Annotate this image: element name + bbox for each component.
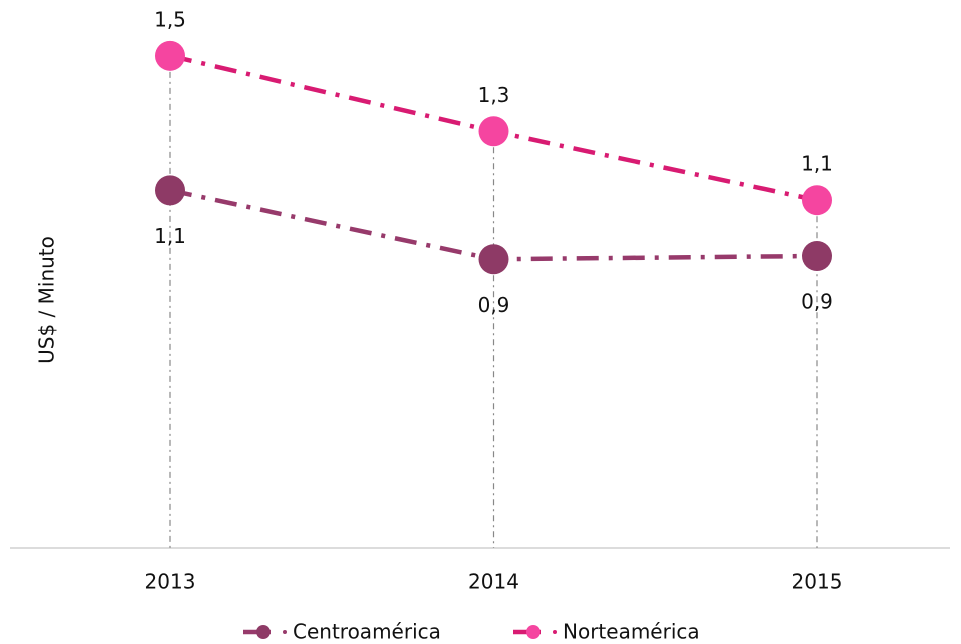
x-tick-label: 2013 — [145, 570, 196, 594]
legend-dot — [553, 630, 557, 634]
legend-marker — [526, 625, 540, 639]
data-label: 0,9 — [801, 289, 833, 313]
data-label: 0,9 — [478, 293, 510, 317]
x-tick-label: 2015 — [792, 570, 843, 594]
data-label: 1,1 — [801, 152, 833, 176]
y-axis-label: US$ / Minuto — [35, 236, 59, 364]
point — [478, 116, 509, 147]
legend-label: Norteamérica — [563, 620, 700, 644]
point — [155, 40, 185, 71]
data-label: 1,1 — [154, 224, 186, 248]
data-label: 1,5 — [154, 7, 186, 31]
x-tick-label: 2014 — [468, 570, 519, 594]
legend-dot — [283, 630, 287, 634]
point — [802, 240, 832, 271]
point — [802, 185, 832, 216]
legend-label: Centroamérica — [293, 620, 441, 644]
legend-marker — [256, 625, 270, 639]
point — [155, 175, 185, 206]
data-label: 1,3 — [478, 83, 510, 107]
point — [478, 244, 509, 275]
